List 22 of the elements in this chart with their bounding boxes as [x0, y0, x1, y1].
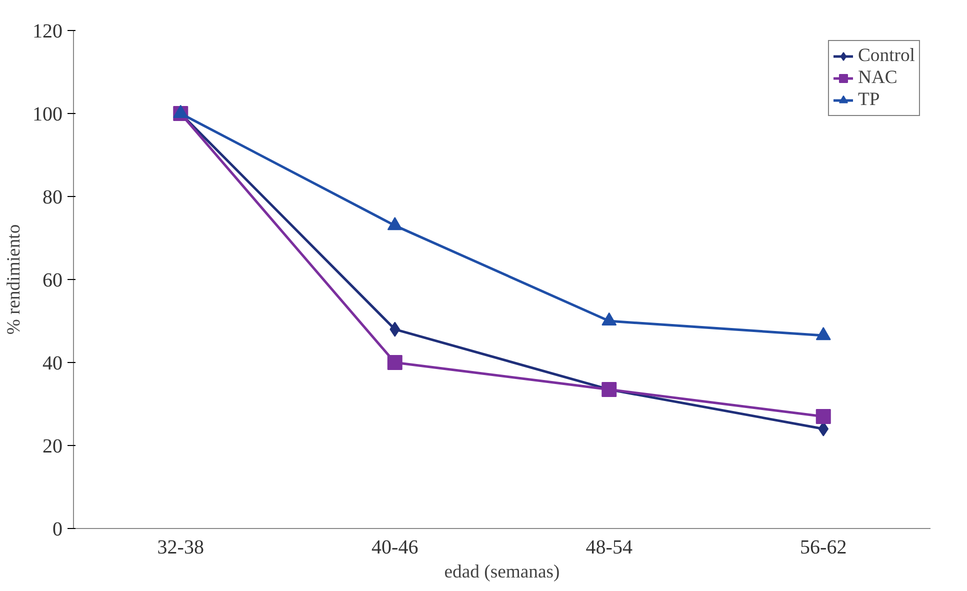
y-tick-label: 100	[32, 104, 62, 126]
y-tick-label: 80	[42, 186, 62, 208]
y-tick-label: 0	[52, 518, 62, 540]
x-tick-label: 56-62	[800, 536, 847, 558]
x-axis-title: edad (semanas)	[444, 562, 560, 582]
point	[387, 355, 402, 370]
y-tick-label: 120	[32, 20, 62, 42]
x-tick-label: 40-46	[372, 536, 418, 558]
y-tick-label: 40	[42, 352, 62, 374]
x-tick-label: 48-54	[586, 536, 632, 558]
legend-label: TP	[858, 89, 880, 111]
legend-label: NAC	[858, 67, 898, 89]
point	[602, 312, 617, 326]
point	[816, 408, 831, 424]
y-tick-label: 60	[42, 270, 62, 292]
y-axis-title: % rendimiento	[4, 224, 24, 335]
point	[816, 326, 831, 340]
point	[387, 216, 402, 230]
legend-label: Control	[858, 45, 915, 67]
x-tick-label: 32-38	[157, 536, 204, 558]
y-tick-label: 20	[42, 436, 62, 458]
point	[602, 382, 617, 397]
